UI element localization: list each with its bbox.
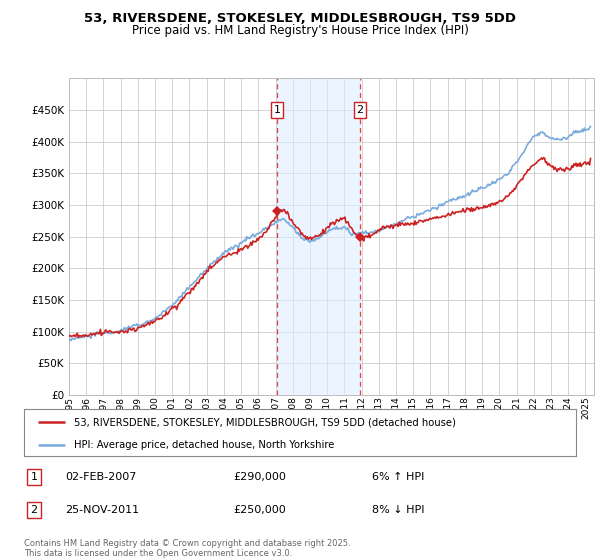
Text: 1: 1 <box>274 105 280 115</box>
Text: Price paid vs. HM Land Registry's House Price Index (HPI): Price paid vs. HM Land Registry's House … <box>131 24 469 36</box>
Text: £250,000: £250,000 <box>234 505 287 515</box>
Text: 02-FEB-2007: 02-FEB-2007 <box>65 472 137 482</box>
Bar <box>277 78 360 395</box>
Text: 6% ↑ HPI: 6% ↑ HPI <box>372 472 424 482</box>
Text: HPI: Average price, detached house, North Yorkshire: HPI: Average price, detached house, Nort… <box>74 440 334 450</box>
Text: 8% ↓ HPI: 8% ↓ HPI <box>372 505 424 515</box>
Text: 25-NOV-2011: 25-NOV-2011 <box>65 505 140 515</box>
Text: 53, RIVERSDENE, STOKESLEY, MIDDLESBROUGH, TS9 5DD: 53, RIVERSDENE, STOKESLEY, MIDDLESBROUGH… <box>84 12 516 25</box>
Text: 1: 1 <box>31 472 37 482</box>
Text: Contains HM Land Registry data © Crown copyright and database right 2025.
This d: Contains HM Land Registry data © Crown c… <box>24 539 350 558</box>
Text: 2: 2 <box>31 505 37 515</box>
Text: £290,000: £290,000 <box>234 472 287 482</box>
Text: 2: 2 <box>356 105 364 115</box>
Text: 53, RIVERSDENE, STOKESLEY, MIDDLESBROUGH, TS9 5DD (detached house): 53, RIVERSDENE, STOKESLEY, MIDDLESBROUGH… <box>74 417 455 427</box>
